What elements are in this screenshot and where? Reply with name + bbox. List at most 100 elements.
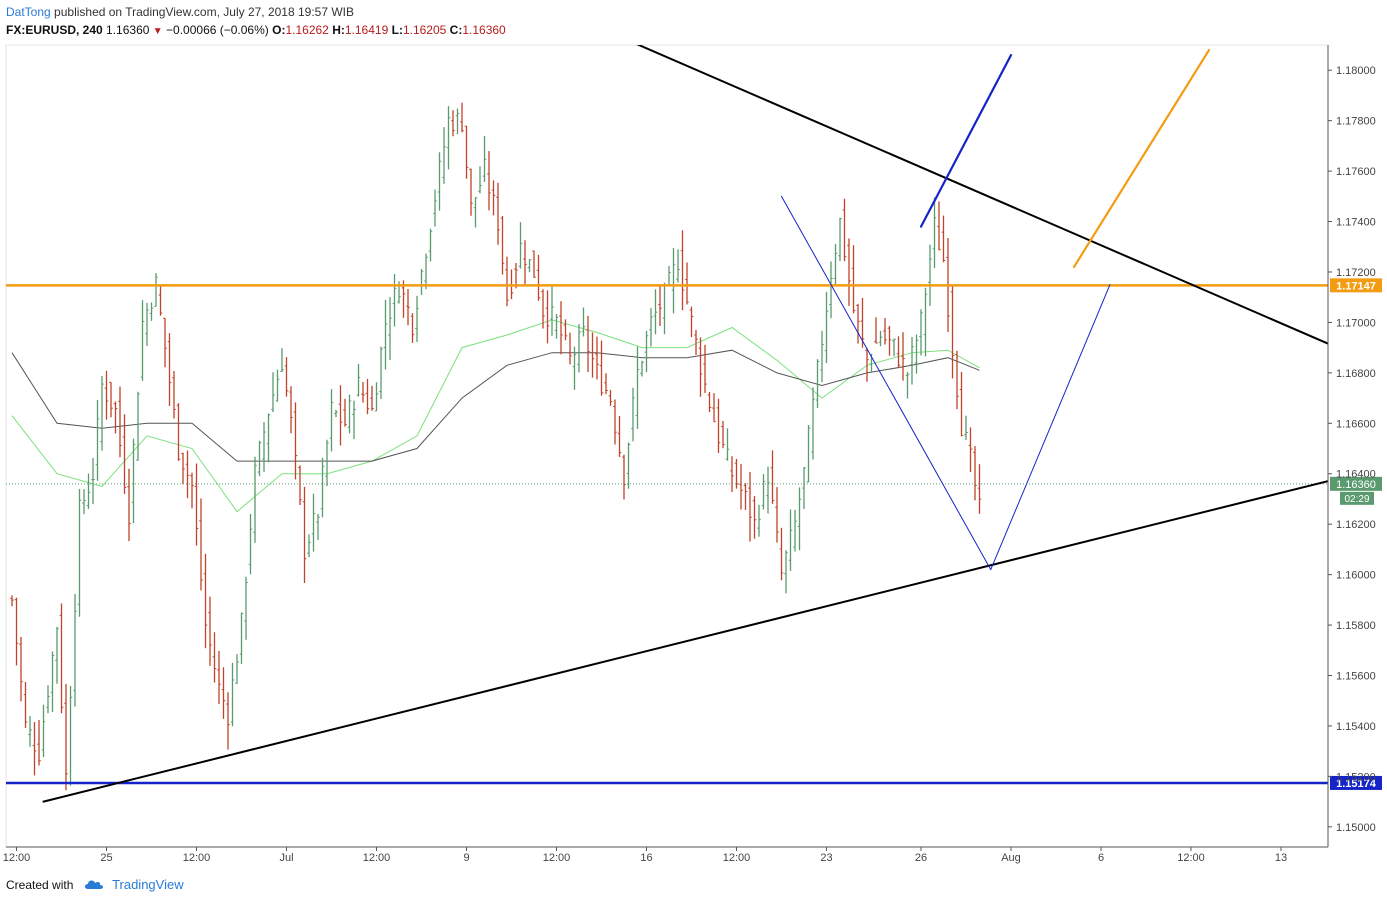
ohlc-bar [896, 336, 901, 369]
upper-trendline[interactable] [296, 0, 1338, 348]
ohlc-bar [100, 375, 104, 451]
ohlc-bar [419, 269, 424, 295]
ohlc-bar [860, 297, 865, 348]
ohlc-bar [712, 393, 716, 423]
ohlc-bar [289, 386, 293, 434]
ohlc-bar [536, 254, 541, 301]
price-levels[interactable]: 1.16360 02:29 1.17147 1.15174 [6, 278, 1382, 790]
time-tick-label: 13 [1275, 852, 1287, 864]
tradingview-link[interactable]: TradingView [112, 877, 184, 892]
close-value: 1.16360 [462, 23, 506, 37]
ohlc-bar [950, 285, 955, 379]
ohlc-bar [77, 489, 82, 617]
price-tick-label: 1.15400 [1336, 721, 1376, 733]
ohlc-bar [442, 127, 446, 184]
ohlc-bar [347, 394, 352, 434]
ohlc-bar [635, 346, 640, 429]
author-link[interactable]: DatTong [6, 5, 51, 19]
ohlc-bar [221, 667, 226, 719]
ohlc-bar [280, 348, 284, 373]
ohlc-bar [320, 457, 325, 518]
ohlc-bars [10, 102, 982, 791]
price-tick-label: 1.17600 [1336, 166, 1376, 178]
price-axis[interactable]: 1.18000 1.17800 1.17600 1.17400 1.17200 1.170… [1327, 45, 1376, 847]
symbol-label[interactable]: FX:EURUSD, 240 [6, 23, 103, 37]
orange-breakout-arrow[interactable] [1072, 48, 1211, 269]
ohlc-bar [568, 332, 572, 365]
ohlc-bar [842, 198, 847, 262]
ohlc-bar [473, 197, 478, 228]
ohlc-bar [91, 457, 95, 505]
ohlc-bar [437, 152, 442, 211]
ohlc-bar [190, 472, 194, 509]
ohlc-bar [464, 125, 469, 179]
trendlines[interactable] [42, 0, 1338, 803]
ohlc-bar [14, 597, 19, 666]
ohlc-bar [716, 398, 721, 453]
ohlc-bar [37, 720, 41, 766]
ohlc-bar [59, 603, 64, 714]
ma-fast-line [11, 319, 980, 513]
ohlc-bar [878, 330, 883, 347]
ohlc-bar [50, 651, 55, 712]
ohlc-bar [145, 302, 149, 347]
time-tick-label: 12:00 [363, 852, 391, 864]
lower-trendline[interactable] [42, 479, 1338, 803]
ohlc-bar [518, 222, 523, 269]
created-with-text: Created with [6, 878, 74, 892]
ohlc-bar [604, 373, 608, 395]
ohlc-bar [505, 256, 509, 307]
ohlc-bar [541, 289, 545, 329]
ohlc-bar [559, 301, 563, 355]
ohlc-bar [545, 290, 550, 344]
ohlc-bar [824, 291, 829, 364]
projection-down[interactable] [781, 195, 992, 571]
time-tick-label: 16 [640, 852, 652, 864]
ohlc-bar [329, 389, 334, 452]
ohlc-bar [577, 324, 581, 373]
ohlc-bar [361, 381, 365, 403]
ohlc-bar [163, 317, 167, 368]
ohlc-bar [667, 265, 671, 287]
ohlc-bar [469, 168, 473, 216]
ohlc-bar [46, 685, 50, 714]
ohlc-bar [905, 372, 910, 399]
ohlc-bar [32, 722, 37, 776]
ohlc-bar [496, 182, 500, 245]
ohlc-bar [55, 626, 59, 684]
ohlc-bar [388, 296, 392, 361]
ohlc-bar [194, 463, 199, 546]
ohlc-bar [766, 466, 770, 514]
ohlc-bar [689, 306, 694, 338]
price-tick-label: 1.15000 [1336, 822, 1376, 834]
ohlc-bar [680, 230, 685, 311]
projection-up[interactable] [990, 284, 1111, 571]
ohlc-bar [676, 249, 680, 283]
ohlc-bar [167, 333, 172, 406]
time-axis[interactable]: 12:00 25 12:00 Jul 12:00 9 12:00 16 12:00 23 26 Aug… [3, 846, 1328, 864]
ohlc-bar [248, 513, 253, 575]
ohlc-bar [757, 504, 761, 537]
ohlc-bar [617, 415, 622, 458]
orange-resistance-label: 1.17147 [1336, 280, 1376, 292]
bar-timer-label: 02:29 [1344, 494, 1369, 505]
ohlc-bar [451, 110, 455, 137]
ohlc-bar [64, 684, 68, 791]
ohlc-bar [959, 371, 964, 437]
price-tick-label: 1.16400 [1336, 469, 1376, 481]
ohlc-bar [662, 282, 667, 335]
blue-support-label: 1.15174 [1336, 778, 1377, 790]
ohlc-bar [671, 248, 676, 314]
ohlc-bar [140, 300, 145, 381]
ohlc-bar [523, 240, 527, 287]
ohlc-bar [352, 400, 356, 440]
last-price-badge [1330, 476, 1382, 491]
low-label: L: [391, 23, 403, 37]
ohlc-bar [482, 135, 487, 182]
ohlc-bar [572, 346, 577, 390]
ohlc-bar [820, 330, 824, 383]
tradingview-cloud-icon [83, 878, 105, 893]
blue-breakout-arrow[interactable] [919, 53, 1013, 228]
ohlc-bar [698, 337, 703, 397]
